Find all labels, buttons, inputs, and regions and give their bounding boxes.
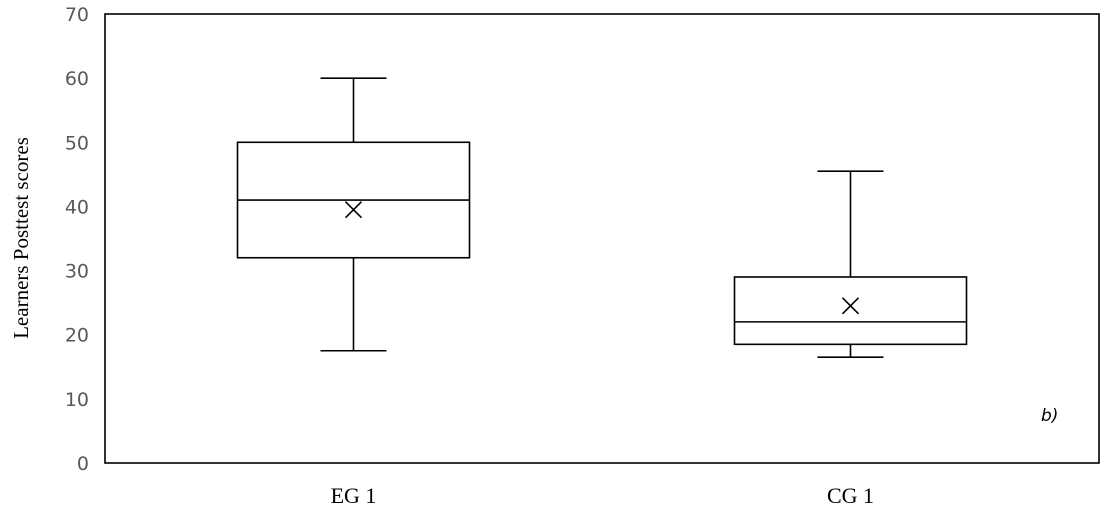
panel-label: b) (1041, 406, 1058, 426)
box-cg-1 (733, 170, 968, 358)
y-tick-label: 0 (77, 453, 89, 475)
x-category-label: CG 1 (827, 483, 874, 508)
x-category-label: EG 1 (331, 483, 377, 508)
x-axis: EG 1 CG 1 (331, 483, 874, 508)
mean-marker (344, 201, 363, 219)
y-axis: 0 10 20 30 40 50 60 70 (65, 4, 89, 475)
mean-marker-stroke (344, 201, 363, 219)
y-tick-label: 20 (65, 325, 89, 347)
interquartile-box (733, 276, 968, 346)
mean-marker-stroke (841, 297, 860, 315)
y-tick-label: 30 (65, 261, 89, 283)
boxes-layer (236, 77, 968, 358)
y-axis-title: Learners Posttest scores (9, 137, 33, 339)
y-tick-label: 10 (65, 389, 89, 411)
y-tick-label: 60 (65, 68, 89, 90)
y-tick-label: 70 (65, 4, 89, 26)
mean-marker (841, 297, 860, 315)
y-tick-label: 50 (65, 132, 89, 154)
box-eg-1 (236, 77, 471, 352)
y-tick-label: 40 (65, 196, 89, 218)
plot-area-frame (104, 13, 1100, 464)
